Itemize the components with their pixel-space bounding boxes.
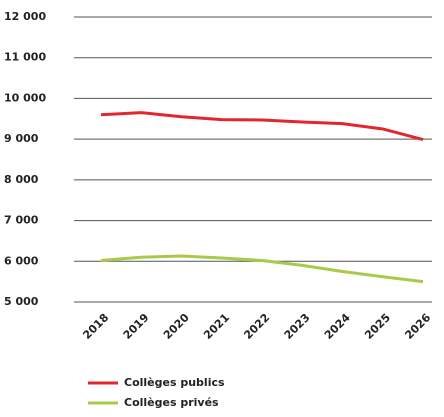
y-tick-label: 10 000	[4, 91, 46, 104]
y-tick-label: 8 000	[4, 173, 39, 186]
y-tick-label: 6 000	[4, 254, 39, 267]
x-tick-label: 2018	[80, 311, 111, 342]
x-tick-label: 2025	[362, 311, 393, 342]
x-tick-label: 2023	[282, 311, 313, 342]
series-line	[100, 111, 424, 142]
y-tick-label: 5 000	[4, 295, 39, 308]
x-tick-label: 2019	[121, 311, 152, 342]
y-tick-label: 9 000	[4, 132, 39, 145]
y-tick-label: 12 000	[4, 10, 46, 23]
x-tick-label: 2024	[322, 311, 353, 342]
y-tick-label: 11 000	[4, 51, 46, 64]
x-tick-label: 2022	[241, 311, 272, 342]
series-line	[100, 254, 424, 284]
x-tick-label: 2026	[402, 311, 433, 342]
x-tick-label: 2021	[201, 311, 232, 342]
x-tick-label: 2020	[161, 311, 192, 342]
legend-label: Collèges privés	[124, 396, 219, 409]
legend-label: Collèges publics	[124, 376, 225, 389]
y-tick-label: 7 000	[4, 214, 39, 227]
